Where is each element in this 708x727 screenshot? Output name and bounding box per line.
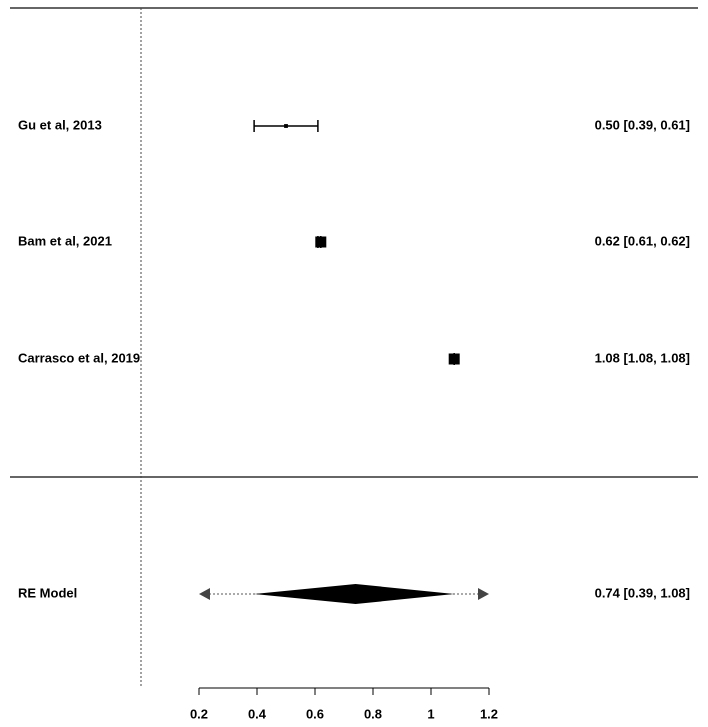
study-label: Carrasco et al, 2019 bbox=[18, 350, 140, 365]
study-value-label: 0.62 [0.61, 0.62] bbox=[595, 233, 690, 248]
x-tick-label: 1 bbox=[427, 706, 434, 721]
summary-value-label: 0.74 [0.39, 1.08] bbox=[595, 585, 690, 600]
summary-label: RE Model bbox=[18, 585, 77, 600]
study-label: Gu et al, 2013 bbox=[18, 117, 102, 132]
x-tick-label: 1.2 bbox=[480, 706, 498, 721]
x-tick-label: 0.4 bbox=[248, 706, 267, 721]
study-label: Bam et al, 2021 bbox=[18, 233, 112, 248]
estimate-square bbox=[315, 236, 327, 248]
pi-arrow-left bbox=[199, 588, 210, 600]
x-tick-label: 0.8 bbox=[364, 706, 382, 721]
study-value-label: 1.08 [1.08, 1.08] bbox=[595, 350, 690, 365]
x-tick-label: 0.2 bbox=[190, 706, 208, 721]
summary-diamond bbox=[254, 584, 455, 604]
estimate-square bbox=[448, 353, 460, 365]
estimate-square bbox=[284, 124, 288, 128]
study-value-label: 0.50 [0.39, 0.61] bbox=[595, 117, 690, 132]
x-tick-label: 0.6 bbox=[306, 706, 324, 721]
pi-arrow-right bbox=[478, 588, 489, 600]
